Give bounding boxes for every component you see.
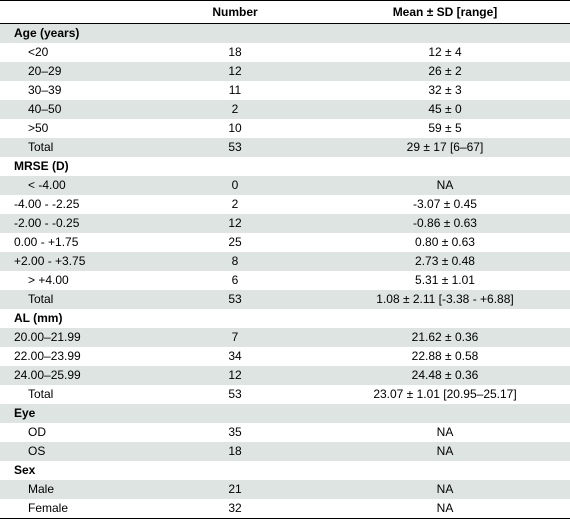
table-row: Male21NA [0, 480, 570, 499]
row-label: Male [0, 480, 150, 499]
table-row: 30–391132 ± 3 [0, 81, 570, 100]
row-number: 18 [150, 442, 320, 461]
row-label: +2.00 - +3.75 [0, 252, 150, 271]
row-number: 0 [150, 176, 320, 195]
row-label: Female [0, 499, 150, 519]
row-label: 22.00–23.99 [0, 347, 150, 366]
table-row: OS18NA [0, 442, 570, 461]
row-number: 11 [150, 81, 320, 100]
row-label: 20–29 [0, 62, 150, 81]
section-label: Sex [0, 461, 150, 480]
section-row: Eye [0, 404, 570, 423]
row-label: 0.00 - +1.75 [0, 233, 150, 252]
row-stat: 24.48 ± 0.36 [320, 366, 570, 385]
row-label: Total [0, 385, 150, 404]
row-label: 20.00–21.99 [0, 328, 150, 347]
row-stat: 32 ± 3 [320, 81, 570, 100]
row-stat: 2.73 ± 0.48 [320, 252, 570, 271]
row-number: 32 [150, 499, 320, 519]
row-stat: NA [320, 499, 570, 519]
row-stat: NA [320, 423, 570, 442]
row-stat: NA [320, 442, 570, 461]
row-stat: NA [320, 176, 570, 195]
row-label: 30–39 [0, 81, 150, 100]
table-row: >501059 ± 5 [0, 119, 570, 138]
row-number: 12 [150, 62, 320, 81]
row-stat: NA [320, 480, 570, 499]
row-label: 24.00–25.99 [0, 366, 150, 385]
row-label: -2.00 - -0.25 [0, 214, 150, 233]
section-label: Age (years) [0, 24, 150, 44]
row-number: 53 [150, 385, 320, 404]
table-row: < -4.000NA [0, 176, 570, 195]
row-label: > +4.00 [0, 271, 150, 290]
row-stat: -3.07 ± 0.45 [320, 195, 570, 214]
header-row: Number Mean ± SD [range] [0, 1, 570, 24]
table-row: <201812 ± 4 [0, 43, 570, 62]
section-row: Sex [0, 461, 570, 480]
row-stat: 23.07 ± 1.01 [20.95–25.17] [320, 385, 570, 404]
row-label: -4.00 - -2.25 [0, 195, 150, 214]
section-label: Eye [0, 404, 150, 423]
row-label: < -4.00 [0, 176, 150, 195]
row-number: 53 [150, 138, 320, 157]
row-stat: 12 ± 4 [320, 43, 570, 62]
row-stat: 29 ± 17 [6–67] [320, 138, 570, 157]
table-row: -4.00 - -2.252-3.07 ± 0.45 [0, 195, 570, 214]
table-row: 0.00 - +1.75250.80 ± 0.63 [0, 233, 570, 252]
table-row: 24.00–25.991224.48 ± 0.36 [0, 366, 570, 385]
row-label: OD [0, 423, 150, 442]
row-number: 35 [150, 423, 320, 442]
table-row: 20.00–21.99721.62 ± 0.36 [0, 328, 570, 347]
table-row: OD35NA [0, 423, 570, 442]
table-row: Total531.08 ± 2.11 [-3.38 - +6.88] [0, 290, 570, 309]
row-number: 21 [150, 480, 320, 499]
section-row: MRSE (D) [0, 157, 570, 176]
row-label: 40–50 [0, 100, 150, 119]
section-label: AL (mm) [0, 309, 150, 328]
section-row: Age (years) [0, 24, 570, 44]
row-stat: -0.86 ± 0.63 [320, 214, 570, 233]
row-number: 12 [150, 214, 320, 233]
row-number: 18 [150, 43, 320, 62]
table-row: > +4.0065.31 ± 1.01 [0, 271, 570, 290]
table-row: +2.00 - +3.7582.73 ± 0.48 [0, 252, 570, 271]
section-row: AL (mm) [0, 309, 570, 328]
col-number-header: Number [150, 1, 320, 24]
table-row: Total5329 ± 17 [6–67] [0, 138, 570, 157]
row-stat: 1.08 ± 2.11 [-3.38 - +6.88] [320, 290, 570, 309]
row-number: 34 [150, 347, 320, 366]
table-row: Female32NA [0, 499, 570, 519]
table-row: 22.00–23.993422.88 ± 0.58 [0, 347, 570, 366]
row-label: Total [0, 138, 150, 157]
demographics-table: Number Mean ± SD [range] Age (years)<201… [0, 0, 570, 519]
row-number: 2 [150, 100, 320, 119]
row-label: >50 [0, 119, 150, 138]
row-number: 7 [150, 328, 320, 347]
row-label: OS [0, 442, 150, 461]
row-stat: 26 ± 2 [320, 62, 570, 81]
row-number: 8 [150, 252, 320, 271]
row-stat: 0.80 ± 0.63 [320, 233, 570, 252]
row-stat: 22.88 ± 0.58 [320, 347, 570, 366]
row-stat: 59 ± 5 [320, 119, 570, 138]
row-number: 2 [150, 195, 320, 214]
row-stat: 45 ± 0 [320, 100, 570, 119]
col-stat-header: Mean ± SD [range] [320, 1, 570, 24]
row-number: 12 [150, 366, 320, 385]
table-row: 20–291226 ± 2 [0, 62, 570, 81]
row-label: <20 [0, 43, 150, 62]
table-row: 40–50245 ± 0 [0, 100, 570, 119]
table-row: Total5323.07 ± 1.01 [20.95–25.17] [0, 385, 570, 404]
row-stat: 21.62 ± 0.36 [320, 328, 570, 347]
section-label: MRSE (D) [0, 157, 150, 176]
row-stat: 5.31 ± 1.01 [320, 271, 570, 290]
row-label: Total [0, 290, 150, 309]
row-number: 53 [150, 290, 320, 309]
table-row: -2.00 - -0.2512-0.86 ± 0.63 [0, 214, 570, 233]
row-number: 10 [150, 119, 320, 138]
row-number: 6 [150, 271, 320, 290]
row-number: 25 [150, 233, 320, 252]
